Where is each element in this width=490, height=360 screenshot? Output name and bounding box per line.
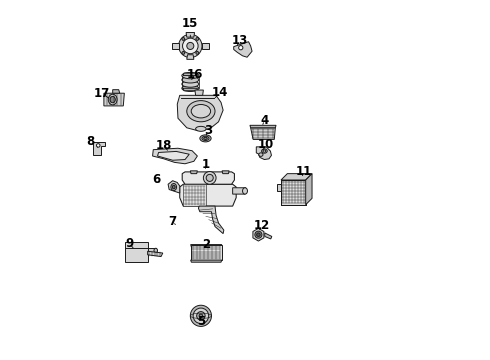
Circle shape [179,34,202,58]
Polygon shape [125,242,147,262]
Ellipse shape [200,135,211,142]
Polygon shape [182,172,234,184]
Polygon shape [191,245,221,260]
Polygon shape [104,93,124,106]
Polygon shape [256,147,271,159]
Circle shape [183,38,198,54]
Polygon shape [253,228,264,241]
Polygon shape [172,43,179,49]
Ellipse shape [182,72,199,79]
Ellipse shape [187,101,215,122]
Polygon shape [113,90,120,93]
Polygon shape [222,171,229,174]
Polygon shape [233,188,245,194]
Text: 12: 12 [254,219,270,232]
Circle shape [239,46,243,50]
Text: 2: 2 [202,238,210,251]
Circle shape [182,51,185,54]
Ellipse shape [154,248,157,253]
Text: 13: 13 [232,34,248,47]
Polygon shape [177,95,223,131]
Ellipse shape [202,136,209,140]
Polygon shape [168,181,180,193]
Text: 3: 3 [204,124,212,137]
Text: 17: 17 [94,87,110,100]
Polygon shape [281,180,306,205]
Ellipse shape [263,150,266,152]
Text: 9: 9 [125,237,133,250]
Circle shape [196,37,199,40]
Text: 18: 18 [156,139,172,152]
Text: 16: 16 [187,68,203,81]
Text: 6: 6 [152,173,160,186]
Circle shape [203,171,216,184]
Ellipse shape [191,104,211,118]
Polygon shape [202,43,209,49]
Ellipse shape [172,185,175,189]
Ellipse shape [196,126,206,131]
Polygon shape [183,88,197,91]
Text: 4: 4 [260,113,269,126]
Circle shape [97,144,100,147]
Polygon shape [152,148,197,164]
Ellipse shape [110,96,115,103]
Polygon shape [195,90,203,95]
Polygon shape [190,171,197,174]
Ellipse shape [171,184,176,190]
Polygon shape [234,42,252,57]
Polygon shape [306,174,312,205]
Polygon shape [265,233,272,239]
Text: 15: 15 [182,17,198,37]
Polygon shape [157,152,189,160]
Ellipse shape [259,153,263,156]
Polygon shape [187,55,194,59]
Polygon shape [147,251,163,257]
Circle shape [193,308,209,324]
Text: 10: 10 [258,138,274,151]
Ellipse shape [182,77,199,83]
Polygon shape [93,142,104,154]
Polygon shape [191,244,221,247]
Polygon shape [147,248,156,253]
Polygon shape [281,174,312,180]
Circle shape [196,51,199,54]
Text: 1: 1 [201,158,210,171]
Ellipse shape [182,85,199,91]
Polygon shape [186,32,195,37]
Ellipse shape [108,94,117,105]
Polygon shape [277,184,281,190]
Polygon shape [183,73,197,76]
Text: 11: 11 [296,165,313,178]
Polygon shape [183,184,206,206]
Text: 5: 5 [197,315,205,328]
Circle shape [190,305,212,327]
Polygon shape [250,125,276,128]
Circle shape [255,231,262,238]
Circle shape [182,37,185,40]
Circle shape [196,312,205,320]
Circle shape [206,174,213,181]
Circle shape [187,42,194,49]
Polygon shape [198,206,224,234]
Ellipse shape [262,149,267,153]
Circle shape [257,233,260,237]
Ellipse shape [204,137,207,139]
Circle shape [199,314,203,318]
Ellipse shape [182,81,199,87]
Polygon shape [251,128,275,139]
Ellipse shape [243,188,247,194]
Text: 7: 7 [169,215,177,228]
Polygon shape [180,184,236,206]
Text: 8: 8 [86,135,98,148]
Text: 14: 14 [212,86,228,99]
Polygon shape [191,260,221,262]
